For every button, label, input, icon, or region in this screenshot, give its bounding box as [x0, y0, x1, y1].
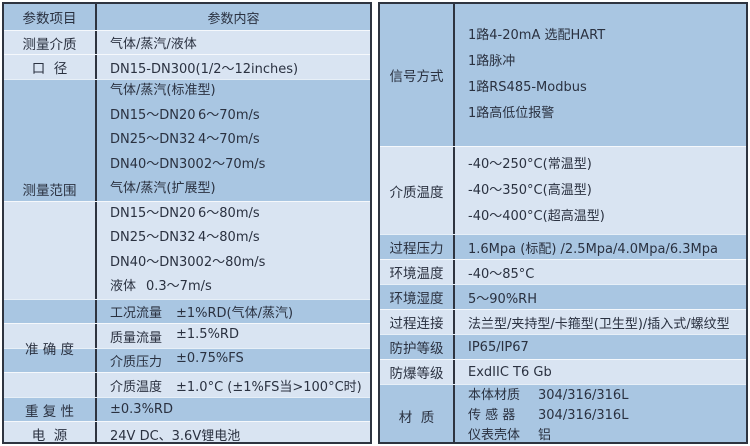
- header-param-content: 参数内容: [207, 11, 260, 27]
- row-label: 信号方式: [380, 4, 455, 146]
- row-label: 过程连接: [380, 310, 455, 334]
- signal-line: 1路高低位报警: [468, 106, 555, 121]
- row-value: IP65/IP67: [468, 339, 529, 355]
- row-ambient-temperature: 环境温度 -40～85°C: [380, 259, 746, 284]
- row-repeatability: 重 复 性 ±0.3%RD: [4, 397, 370, 421]
- range-line: DN25～DN32 4～80m/s: [110, 230, 260, 246]
- range-standard-block: 气体/蒸汽(标准型) DN15～DN20 6～70m/s DN25～DN32 4～7…: [4, 79, 370, 201]
- group-label-accuracy: 准 确 度: [24, 342, 75, 358]
- row-value: 气体/蒸汽/液体: [110, 37, 197, 52]
- row-label: 材 质: [380, 385, 455, 442]
- row-label: 防护等级: [380, 335, 455, 359]
- row-label: 环境湿度: [380, 285, 455, 309]
- row-process-pressure: 过程压力 1.6Mpa (标配) /2.5Mpa/4.0Mpa/6.3Mpa: [380, 234, 746, 259]
- accuracy-row-working-flow: 工况流量 ±1%RD(气体/蒸汽): [4, 299, 370, 323]
- row-diameter: 口 径 DN15-DN300(1/2～12inches): [4, 54, 370, 79]
- temp-line: -40～250°C(常温型): [468, 156, 592, 172]
- temp-line: -40～350°C(高温型): [468, 182, 592, 198]
- row-ambient-humidity: 环境湿度 5～90%RH: [380, 284, 746, 309]
- range-line: DN15～DN20 6～80m/s: [110, 205, 260, 221]
- row-label: 介质温度: [380, 147, 455, 234]
- header-row: 参数项目 参数内容: [4, 4, 370, 30]
- right-spec-table: 信号方式 1路4-20mA 选配HART 1路脉冲 1路RS485-Modbus…: [378, 2, 748, 444]
- range-line: DN40～DN300 2～70m/s: [110, 156, 266, 172]
- accuracy-row-medium-pressure: 介质压力 ±0.75%FS: [4, 348, 370, 372]
- row-protection-rating: 防护等级 IP65/IP67: [380, 334, 746, 359]
- row-value: -40～85°C: [468, 266, 535, 282]
- accuracy-row-mass-flow: 质量流量 ±1.5%RD: [4, 323, 370, 348]
- row-value: ±0.3%RD: [110, 402, 173, 417]
- row-material: 材 质 本体材质 304/316/316L 传 感 器 304/316/316L 仪…: [380, 384, 746, 443]
- row-label: 过程压力: [380, 235, 455, 259]
- material-line: 仪表壳体铝: [468, 427, 552, 443]
- row-measuring-medium: 测量介质 气体/蒸汽/液体: [4, 30, 370, 54]
- row-value: ExdIIC T6 Gb: [468, 364, 552, 380]
- range-line: DN40～DN300 2～80m/s: [110, 254, 266, 270]
- row-value: 法兰型/夹持型/卡箍型(卫生型)/插入式/螺纹型: [468, 316, 730, 332]
- range-extended-block: DN15～DN20 6～80m/s DN25～DN32 4～80m/s DN40～D…: [4, 201, 370, 299]
- range-line: DN25～DN32 4～70m/s: [110, 132, 260, 148]
- row-explosion-proof-rating: 防爆等级 ExdIIC T6 Gb: [380, 359, 746, 384]
- row-value: DN15-DN300(1/2～12inches): [110, 61, 299, 77]
- row-value: 1.6Mpa (标配) /2.5Mpa/4.0Mpa/6.3Mpa: [468, 241, 718, 257]
- left-spec-table: 参数项目 参数内容 测量介质 气体/蒸汽/液体 口 径 DN15-DN300(1…: [2, 2, 372, 444]
- range-line: 气体/蒸汽(扩展型): [110, 181, 216, 197]
- material-line: 本体材质 304/316/316L: [468, 387, 629, 403]
- signal-line: 1路4-20mA 选配HART: [468, 28, 606, 43]
- row-value: 24V DC、3.6V锂电池: [110, 428, 241, 444]
- accuracy-row-medium-temp: 介质温度 ±1.0°C (±1%FS当>100°C时): [4, 372, 370, 397]
- material-line: 传 感 器 304/316/316L: [468, 407, 629, 423]
- row-label: 测量介质: [4, 31, 97, 54]
- row-label: 电 源: [4, 422, 97, 442]
- row-label: 环境温度: [380, 260, 455, 284]
- row-medium-temperature: 介质温度 -40～250°C(常温型) -40～350°C(高温型) -40～4…: [380, 146, 746, 234]
- row-signal-mode: 信号方式 1路4-20mA 选配HART 1路脉冲 1路RS485-Modbus…: [380, 4, 746, 146]
- temp-line: -40～400°C(超高温型): [468, 208, 605, 224]
- header-param-item: 参数项目: [4, 4, 97, 30]
- range-line: DN15～DN20 6～70m/s: [110, 107, 260, 123]
- header-param-content-cell: 参数内容: [97, 4, 370, 30]
- row-power: 电 源 24V DC、3.6V锂电池: [4, 421, 370, 444]
- signal-line: 1路脉冲: [468, 54, 516, 69]
- row-process-connection: 过程连接 法兰型/夹持型/卡箍型(卫生型)/插入式/螺纹型: [380, 309, 746, 334]
- signal-line: 1路RS485-Modbus: [468, 80, 587, 95]
- range-line-liquid: 液体 0.3～7m/s: [110, 278, 212, 294]
- row-value: 5～90%RH: [468, 291, 537, 307]
- group-label-measuring-range: 测量范围: [22, 183, 77, 199]
- row-label: 防爆等级: [380, 360, 455, 384]
- row-label: 口 径: [4, 55, 97, 79]
- row-label: 重 复 性: [4, 398, 97, 421]
- range-line: 气体/蒸汽(标准型): [110, 83, 216, 99]
